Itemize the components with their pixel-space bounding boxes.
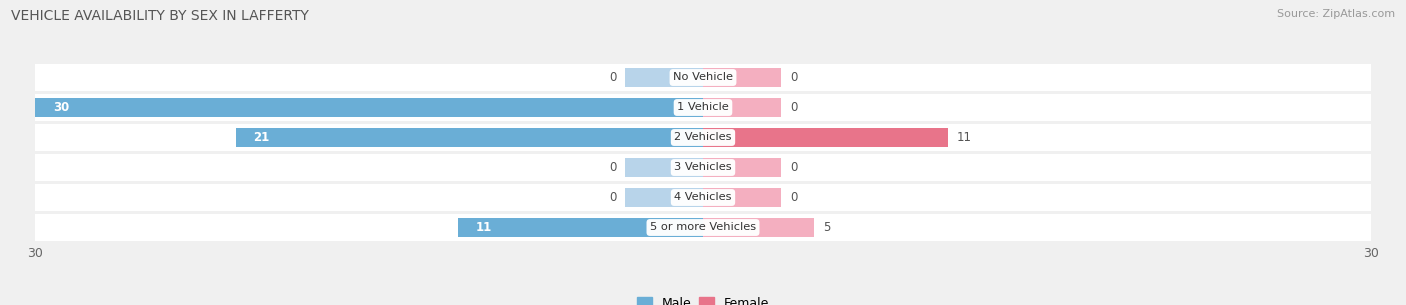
Text: 0: 0	[790, 101, 797, 114]
Text: 0: 0	[609, 161, 616, 174]
Text: Source: ZipAtlas.com: Source: ZipAtlas.com	[1277, 9, 1395, 19]
Text: 30: 30	[53, 101, 69, 114]
Text: 5 or more Vehicles: 5 or more Vehicles	[650, 223, 756, 232]
Bar	[35, 184, 1371, 211]
Bar	[35, 98, 703, 117]
Text: 1 Vehicle: 1 Vehicle	[678, 102, 728, 113]
Text: 2 Vehicles: 2 Vehicles	[675, 132, 731, 142]
Text: No Vehicle: No Vehicle	[673, 73, 733, 82]
Bar	[235, 128, 703, 147]
Bar	[703, 188, 780, 207]
Bar	[626, 188, 703, 207]
Text: 0: 0	[609, 191, 616, 204]
Bar	[626, 158, 703, 177]
Bar	[703, 128, 948, 147]
Bar	[35, 94, 1371, 121]
Legend: Male, Female: Male, Female	[631, 292, 775, 305]
Text: 0: 0	[790, 71, 797, 84]
Bar	[35, 64, 1371, 91]
Bar	[703, 218, 814, 237]
Text: 3 Vehicles: 3 Vehicles	[675, 163, 731, 173]
Bar	[626, 68, 703, 87]
Text: 4 Vehicles: 4 Vehicles	[675, 192, 731, 203]
Bar	[703, 98, 780, 117]
Bar	[35, 124, 1371, 151]
Text: 0: 0	[609, 71, 616, 84]
Text: 0: 0	[790, 191, 797, 204]
Text: 5: 5	[823, 221, 831, 234]
Bar	[703, 158, 780, 177]
Text: 11: 11	[956, 131, 972, 144]
Bar	[458, 218, 703, 237]
Text: 21: 21	[253, 131, 270, 144]
Bar	[703, 68, 780, 87]
Bar	[35, 154, 1371, 181]
Text: 0: 0	[790, 161, 797, 174]
Text: VEHICLE AVAILABILITY BY SEX IN LAFFERTY: VEHICLE AVAILABILITY BY SEX IN LAFFERTY	[11, 9, 309, 23]
Bar	[35, 214, 1371, 241]
Text: 11: 11	[475, 221, 492, 234]
